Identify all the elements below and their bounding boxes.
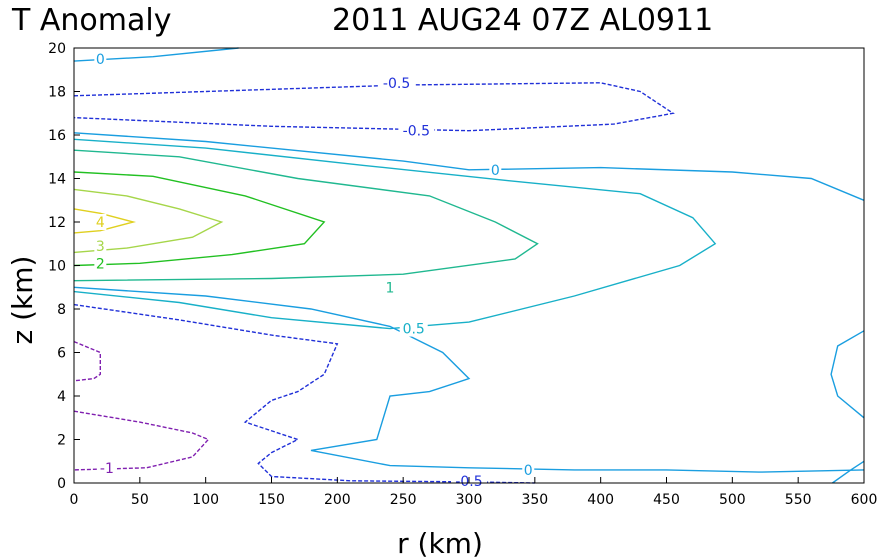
y-tick-label: 14 bbox=[48, 172, 66, 188]
x-axis-ticks: 0 50 100 150 200 250 300 350 400 450 500 550 600 bbox=[70, 477, 878, 508]
chart-title-left: T Anomaly bbox=[11, 3, 171, 38]
contour-label-bg bbox=[94, 50, 107, 67]
contour-lines bbox=[73, 47, 865, 484]
x-tick-label: 350 bbox=[521, 492, 548, 508]
contour-line-0-9 bbox=[831, 460, 865, 484]
contour-line-0-8 bbox=[830, 330, 865, 419]
contour-label-bg bbox=[522, 461, 535, 478]
contour-line-neg0p5-11 bbox=[73, 303, 535, 484]
contour-line-4-0 bbox=[73, 208, 137, 234]
contour-label-7: 1 bbox=[386, 280, 395, 296]
contour-label-6: 2 bbox=[96, 256, 105, 272]
x-tick-label: 600 bbox=[851, 492, 878, 508]
contour-line-1-3 bbox=[73, 149, 539, 282]
y-tick-label: 16 bbox=[48, 128, 66, 144]
y-tick-label: 4 bbox=[57, 389, 66, 405]
y-tick-label: 12 bbox=[48, 215, 66, 231]
contour-line-0-6 bbox=[73, 286, 865, 473]
contour-label-4: 4 bbox=[96, 215, 105, 231]
x-tick-label: 50 bbox=[131, 492, 149, 508]
contour-label-3: 0 bbox=[491, 163, 500, 179]
y-tick-label: 0 bbox=[57, 476, 66, 492]
contour-label-bg bbox=[96, 459, 117, 476]
y-tick-label: 2 bbox=[57, 433, 66, 449]
contour-line-neg0p5-10 bbox=[73, 82, 675, 132]
contour-line-neg1-12 bbox=[73, 340, 102, 382]
contour-label-5: 3 bbox=[96, 239, 105, 255]
contour-label-bg bbox=[94, 255, 107, 272]
x-tick-label: 250 bbox=[390, 492, 417, 508]
contour-label-bg bbox=[489, 161, 502, 178]
contour-line-3-1 bbox=[73, 188, 224, 254]
x-tick-label: 0 bbox=[70, 492, 79, 508]
y-tick-label: 10 bbox=[48, 259, 66, 275]
y-tick-label: 18 bbox=[48, 85, 66, 101]
contour-label-bg bbox=[94, 237, 107, 254]
contour-line-0-5 bbox=[73, 132, 865, 201]
y-tick-label: 20 bbox=[48, 41, 66, 57]
x-tick-label: 500 bbox=[719, 492, 746, 508]
contour-label-1: -0.5 bbox=[383, 76, 410, 92]
y-axis-ticks: 0 2 4 6 8 10 12 14 16 18 20 bbox=[48, 41, 80, 492]
contour-label-bg bbox=[384, 279, 396, 296]
contour-label-bg bbox=[399, 320, 428, 337]
y-axis-label: z (km) bbox=[6, 256, 39, 345]
y-tick-label: 8 bbox=[57, 302, 66, 318]
x-tick-label: 300 bbox=[456, 492, 483, 508]
x-tick-label: 550 bbox=[785, 492, 812, 508]
contour-label-11: -1 bbox=[100, 461, 114, 477]
chart-title-right: 2011 AUG24 07Z AL0911 bbox=[332, 3, 713, 38]
contour-label-9: 0 bbox=[524, 463, 533, 479]
y-tick-label: 6 bbox=[57, 346, 66, 362]
contour-line-2-2 bbox=[73, 171, 326, 267]
x-tick-label: 450 bbox=[653, 492, 680, 508]
x-axis-label: r (km) bbox=[397, 527, 483, 558]
contour-line-0p5-4 bbox=[73, 138, 717, 330]
contour-label-bg bbox=[398, 122, 435, 139]
contour-label-2: -0.5 bbox=[403, 124, 430, 140]
x-tick-label: 200 bbox=[324, 492, 351, 508]
x-tick-label: 150 bbox=[258, 492, 285, 508]
contour-line-neg1-13 bbox=[73, 410, 210, 471]
contour-label-bg bbox=[94, 214, 107, 230]
contour-label-8: 0.5 bbox=[403, 322, 425, 338]
contour-label-bg bbox=[378, 74, 415, 91]
x-tick-label: 100 bbox=[192, 492, 219, 508]
contour-label-0: 0 bbox=[96, 52, 105, 68]
x-tick-label: 400 bbox=[587, 492, 614, 508]
